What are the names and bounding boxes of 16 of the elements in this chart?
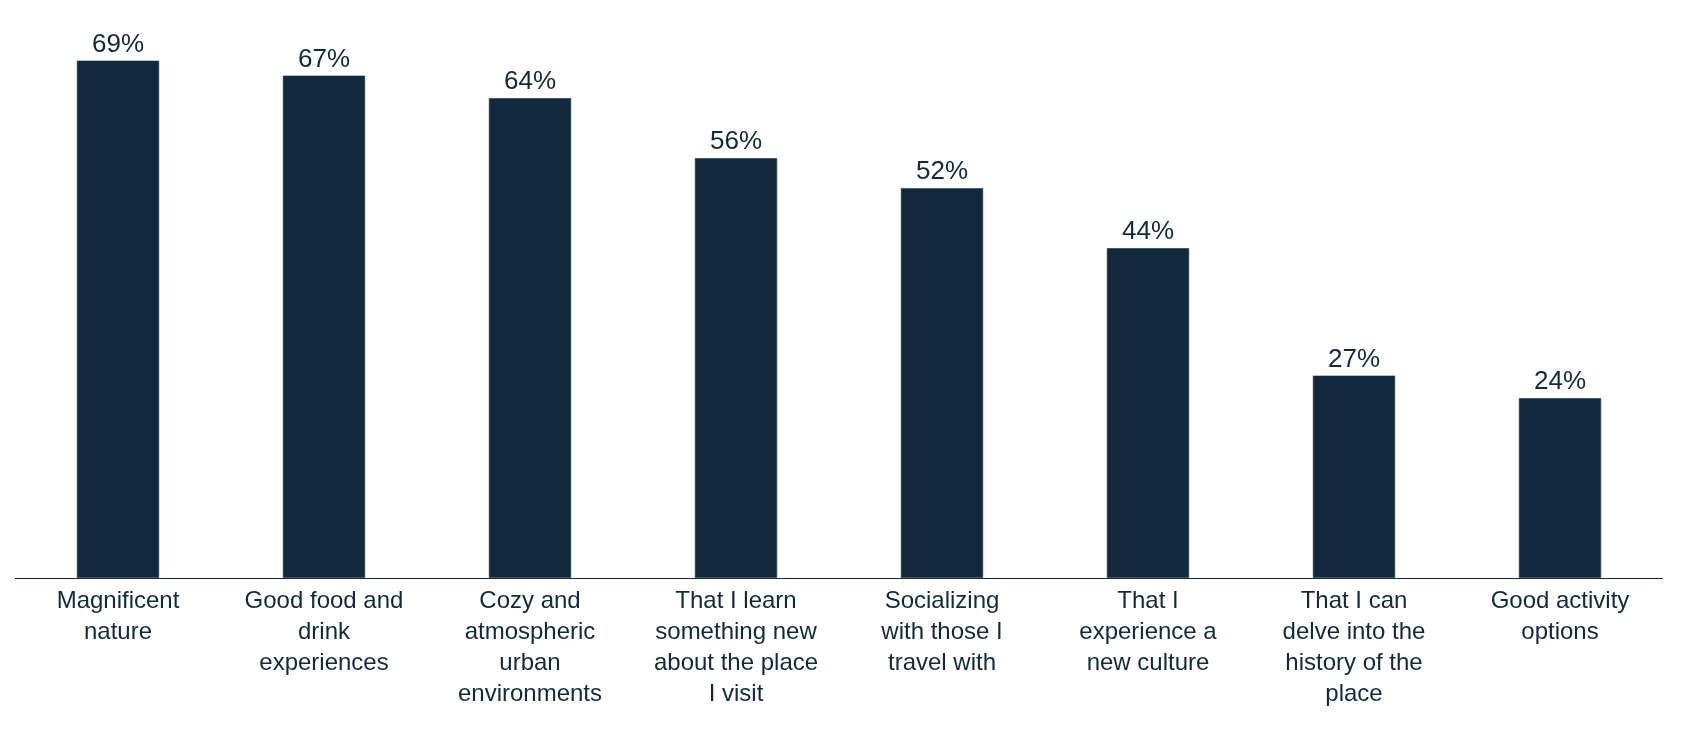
x-tick-label: That I learn something new about the place I visit bbox=[653, 585, 819, 707]
x-tick-label: Good activity options bbox=[1490, 585, 1630, 644]
x-tick-label: Magnificent nature bbox=[56, 585, 180, 644]
x-tick-label: Cozy and atmospheric urban environments bbox=[457, 585, 603, 707]
data-label: 52% bbox=[915, 155, 969, 186]
data-label: 64% bbox=[503, 65, 557, 96]
data-label: 27% bbox=[1327, 342, 1381, 373]
data-label: 67% bbox=[297, 42, 351, 73]
x-tick-label: That I experience a new culture bbox=[1079, 585, 1218, 676]
data-label: 69% bbox=[91, 27, 145, 58]
data-label: 44% bbox=[1121, 215, 1175, 246]
data-label: 56% bbox=[709, 125, 763, 156]
x-tick-label: Socializing with those I travel with bbox=[880, 585, 1003, 676]
x-tick-label: Good food and drink experiences bbox=[244, 585, 404, 676]
x-tick-label: That I can delve into the history of the place bbox=[1282, 585, 1426, 707]
data-label: 24% bbox=[1533, 365, 1587, 396]
